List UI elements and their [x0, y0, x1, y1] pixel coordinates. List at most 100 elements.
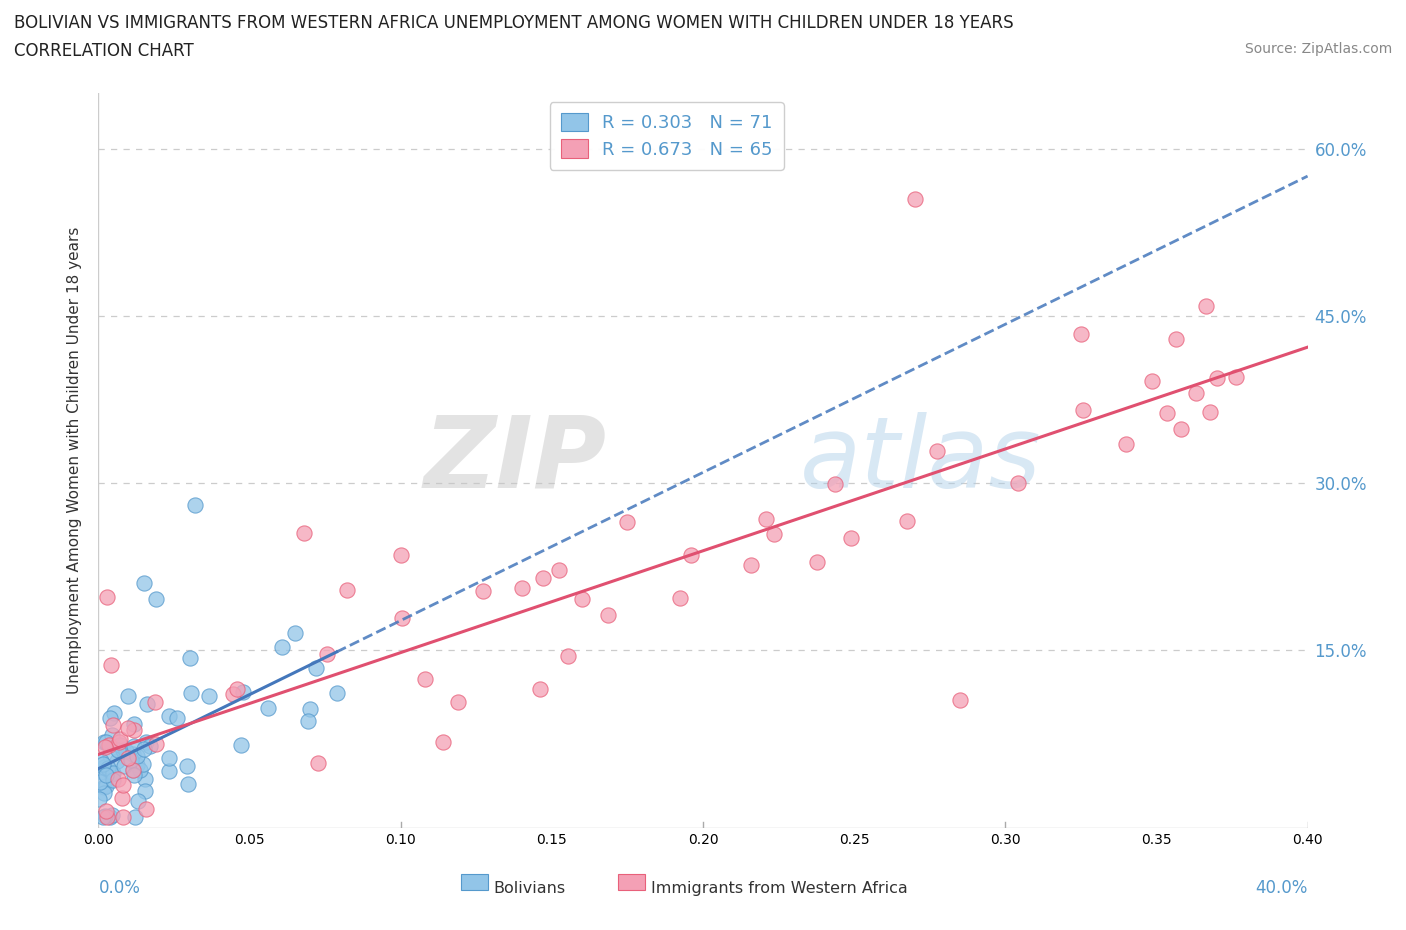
Text: BOLIVIAN VS IMMIGRANTS FROM WESTERN AFRICA UNEMPLOYMENT AMONG WOMEN WITH CHILDRE: BOLIVIAN VS IMMIGRANTS FROM WESTERN AFRI…: [14, 14, 1014, 32]
Point: [806, 554, 828, 569]
Point: [145, 737, 167, 751]
Point: [127, 793, 149, 808]
Point: [271, 640, 294, 655]
Point: [896, 513, 918, 528]
Point: [110, 737, 132, 752]
Point: [571, 592, 593, 607]
Point: [94, 735, 117, 750]
Point: [177, 777, 200, 791]
Point: [1070, 326, 1092, 341]
Point: [389, 548, 412, 563]
Point: [1206, 370, 1229, 385]
Point: [1184, 386, 1206, 401]
Text: 0.0%: 0.0%: [98, 879, 141, 897]
Point: [122, 763, 145, 777]
Point: [98, 748, 121, 763]
Point: [124, 723, 146, 737]
Point: [132, 756, 155, 771]
Point: [93, 779, 115, 794]
Point: [157, 764, 180, 778]
Point: [1071, 402, 1094, 417]
Point: [432, 735, 454, 750]
Point: [100, 766, 122, 781]
Point: [94, 809, 117, 824]
Point: [127, 749, 149, 764]
Text: Bolivians: Bolivians: [494, 881, 567, 896]
Point: [184, 498, 207, 512]
Point: [1140, 374, 1163, 389]
Point: [307, 755, 329, 770]
Y-axis label: Unemployment Among Women with Children Under 18 years: Unemployment Among Women with Children U…: [67, 227, 83, 694]
Point: [98, 809, 121, 824]
Point: [122, 738, 145, 753]
Point: [904, 192, 927, 206]
Point: [304, 661, 326, 676]
Point: [925, 443, 948, 458]
Point: [1225, 369, 1247, 384]
Point: [315, 646, 337, 661]
Point: [120, 753, 142, 768]
Point: [122, 763, 145, 777]
Point: [325, 685, 347, 700]
Point: [198, 688, 221, 703]
Point: [531, 571, 554, 586]
Point: [101, 728, 124, 743]
Point: [124, 809, 146, 824]
Point: [93, 759, 115, 774]
Point: [93, 735, 115, 750]
Point: [391, 610, 413, 625]
Point: [101, 717, 124, 732]
Point: [117, 688, 139, 703]
Point: [1156, 405, 1178, 420]
Point: [529, 682, 551, 697]
Point: [101, 772, 124, 787]
Point: [111, 743, 134, 758]
Point: [115, 744, 138, 759]
Point: [134, 771, 156, 786]
Point: [132, 576, 155, 591]
Point: [96, 590, 118, 604]
Point: [229, 737, 252, 752]
Point: [143, 695, 166, 710]
Point: [108, 735, 131, 750]
Point: [548, 563, 571, 578]
Point: [87, 791, 110, 806]
Point: [125, 758, 148, 773]
Point: [93, 786, 115, 801]
Point: [121, 746, 143, 761]
Point: [472, 584, 495, 599]
Point: [94, 779, 117, 794]
Point: [122, 717, 145, 732]
FancyBboxPatch shape: [619, 874, 645, 890]
Point: [107, 742, 129, 757]
Point: [222, 687, 245, 702]
Point: [90, 764, 112, 779]
Text: Source: ZipAtlas.com: Source: ZipAtlas.com: [1244, 42, 1392, 56]
Point: [111, 790, 134, 805]
Text: CORRELATION CHART: CORRELATION CHART: [14, 42, 194, 60]
Point: [839, 531, 862, 546]
Point: [1195, 299, 1218, 313]
Point: [1164, 331, 1187, 346]
Point: [112, 777, 135, 792]
Point: [824, 477, 846, 492]
Point: [129, 763, 152, 777]
Text: ZIP: ZIP: [423, 412, 606, 509]
Point: [100, 807, 122, 822]
Point: [740, 558, 762, 573]
Point: [157, 708, 180, 723]
Point: [755, 512, 778, 526]
Point: [135, 802, 157, 817]
Point: [616, 514, 638, 529]
Point: [94, 768, 117, 783]
Point: [762, 526, 785, 541]
Point: [98, 711, 121, 725]
Point: [510, 581, 533, 596]
Point: [166, 711, 188, 725]
Point: [180, 685, 202, 700]
Point: [1198, 405, 1220, 419]
Point: [93, 756, 115, 771]
Point: [90, 753, 112, 768]
Point: [226, 682, 249, 697]
Point: [292, 525, 315, 540]
